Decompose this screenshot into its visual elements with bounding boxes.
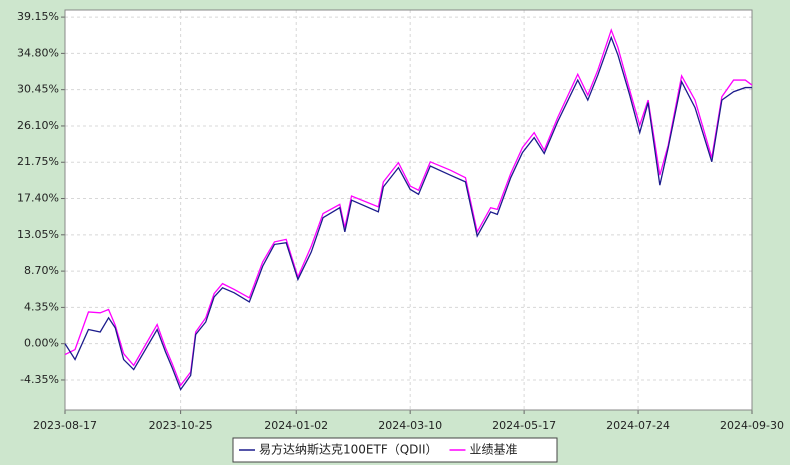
series-line (64, 28, 753, 387)
series-line (64, 35, 752, 391)
x-tick-label: 2023-10-25 (149, 419, 213, 432)
y-tick-label: 34.80% (17, 46, 59, 59)
y-tick-label: 26.10% (17, 119, 59, 132)
plot-area (65, 10, 752, 410)
y-tick-label: 30.45% (17, 83, 59, 96)
plot-border (64, 9, 753, 411)
legend-box (232, 437, 558, 463)
y-tick-label: 0.00% (24, 337, 59, 350)
y-tick-label: 8.70% (24, 264, 59, 277)
x-tick-label: 2023-08-17 (33, 419, 97, 432)
y-tick-label: 39.15% (17, 10, 59, 23)
x-tick-label: 2024-05-17 (492, 419, 556, 432)
y-tick-label: -4.35% (20, 373, 59, 386)
x-tick-label: 2024-09-30 (720, 419, 784, 432)
x-tick-label: 2024-01-02 (264, 419, 328, 432)
y-tick-label: 21.75% (17, 155, 59, 168)
legend-label: 业绩基准 (469, 443, 517, 457)
legend-label: 易方达纳斯达克100ETF（QDII） (259, 442, 437, 457)
x-tick-label: 2024-07-24 (606, 419, 670, 432)
x-tick-label: 2024-03-10 (378, 419, 442, 432)
y-tick-label: 17.40% (17, 192, 59, 205)
y-tick-label: 4.35% (24, 300, 59, 313)
y-tick-label: 13.05% (17, 228, 59, 241)
